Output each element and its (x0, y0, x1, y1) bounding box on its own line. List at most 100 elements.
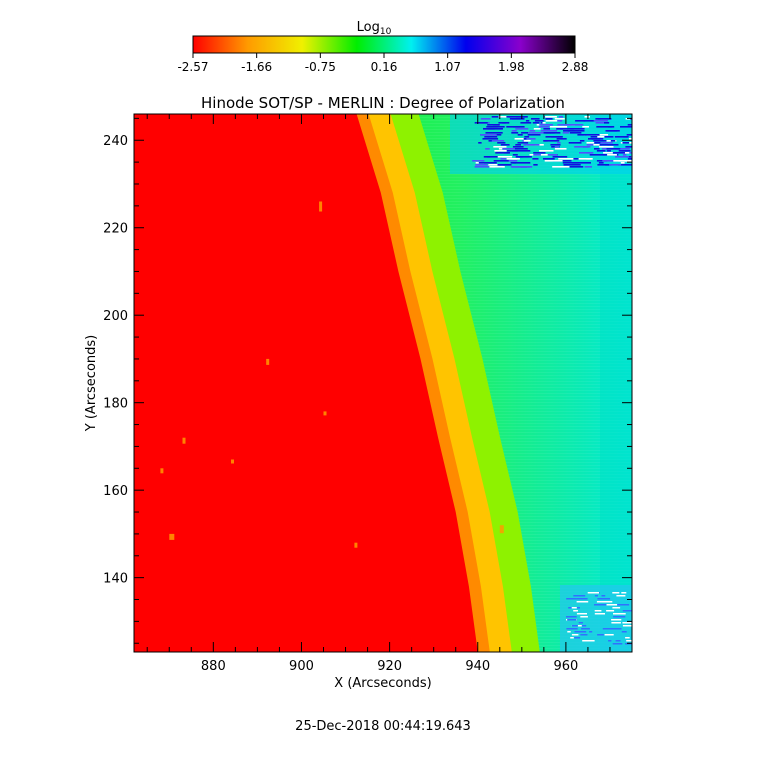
noise-pixel (545, 132, 552, 134)
noise-pixel (594, 613, 605, 615)
noise-pixel (575, 120, 586, 122)
noise-pixel (596, 126, 612, 128)
noise-pixel (532, 132, 550, 134)
y-tick-label: 160 (103, 484, 128, 499)
outer-edge-strip (600, 114, 632, 652)
noise-pixel (605, 604, 611, 606)
noise-pixel (472, 160, 485, 162)
noise-pixel (544, 160, 563, 162)
noise-pixel (511, 132, 519, 134)
colorbar-tick-label: 2.88 (562, 60, 589, 74)
noise-pixel (487, 136, 498, 138)
disk-speckle (323, 411, 327, 416)
heatmap (134, 114, 647, 652)
colorbar-gradient (193, 36, 575, 53)
noise-pixel (622, 625, 632, 627)
noise-pixel (594, 610, 602, 612)
y-tick-label: 220 (103, 222, 128, 237)
noise-pixel (603, 136, 614, 138)
noise-pixel (598, 118, 612, 120)
noise-pixel (557, 120, 563, 122)
noise-pixel (623, 152, 630, 154)
noise-pixel (614, 136, 629, 138)
noise-pixel (593, 120, 608, 122)
noise-pixel (613, 643, 617, 645)
noise-pixel (558, 158, 576, 160)
noise-pixel (586, 142, 595, 144)
noise-pixel (636, 162, 645, 164)
noise-pixel (497, 142, 506, 144)
noise-pixel (506, 116, 526, 118)
noise-pixel (550, 132, 555, 134)
noise-pixel (604, 634, 614, 636)
noise-pixel (606, 164, 622, 166)
noise-pixel (631, 162, 632, 164)
y-tick-label: 140 (103, 572, 128, 587)
noise-pixel (580, 616, 588, 618)
noise-pixel (594, 604, 607, 606)
noise-pixel (637, 120, 647, 122)
noise-pixel (475, 164, 488, 166)
noise-pixel (597, 634, 604, 636)
disk-speckle (169, 533, 175, 540)
noise-pixel (594, 595, 598, 597)
noise-pixel (625, 146, 632, 148)
noise-pixel (539, 124, 551, 126)
noise-pixel (615, 148, 630, 150)
noise-pixel (578, 622, 583, 624)
noisy-corner-region (472, 116, 647, 645)
y-tick-label: 180 (103, 397, 128, 412)
noise-pixel (626, 640, 632, 642)
noise-pixel (589, 142, 608, 144)
noise-pixel (488, 128, 503, 130)
noise-pixel (634, 130, 641, 132)
noise-pixel (515, 144, 521, 146)
noise-pixel (509, 118, 521, 120)
noise-pixel (485, 148, 490, 150)
colorbar-label: Log10 (357, 20, 392, 37)
noise-pixel (558, 116, 563, 118)
noise-pixel (498, 122, 510, 124)
noise-pixel (527, 134, 541, 136)
noise-pixel (543, 158, 555, 160)
noise-pixel (622, 154, 627, 156)
noise-pixel (578, 146, 591, 148)
noise-pixel (529, 130, 536, 132)
noise-pixel (576, 158, 593, 160)
noise-pixel (563, 130, 576, 132)
noise-pixel (500, 144, 510, 146)
noise-pixel (597, 136, 605, 138)
noise-pixel (613, 160, 630, 162)
noise-pixel (584, 116, 590, 118)
noise-pixel (550, 126, 568, 128)
noise-pixel (545, 118, 553, 120)
noise-pixel (493, 160, 509, 162)
noise-pixel (533, 128, 541, 130)
noise-pixel (478, 162, 497, 164)
noise-pixel (616, 595, 626, 597)
noise-pixel (590, 136, 601, 138)
noise-pixel (608, 604, 618, 606)
noise-pixel (491, 116, 503, 118)
noise-pixel (620, 126, 632, 128)
noise-pixel (579, 152, 594, 154)
noise-pixel (607, 154, 617, 156)
noise-pixel (606, 150, 611, 152)
timestamp: 25-Dec-2018 00:44:19.643 (295, 719, 471, 734)
noise-pixel (612, 628, 622, 630)
noise-pixel (483, 156, 491, 158)
noise-pixel (573, 610, 578, 612)
noise-pixel (499, 150, 518, 152)
noise-pixel (612, 592, 620, 594)
noise-pixel (602, 628, 615, 630)
noise-pixel (564, 124, 584, 126)
noise-pixel (627, 158, 632, 160)
noise-pixel (484, 136, 490, 138)
noise-pixel (487, 124, 500, 126)
noise-pixel (482, 138, 499, 140)
disk-speckles (160, 201, 504, 548)
noise-pixel (557, 142, 561, 144)
noise-pixel (524, 136, 530, 138)
noise-pixel (574, 637, 580, 639)
noise-pixel (612, 152, 625, 154)
